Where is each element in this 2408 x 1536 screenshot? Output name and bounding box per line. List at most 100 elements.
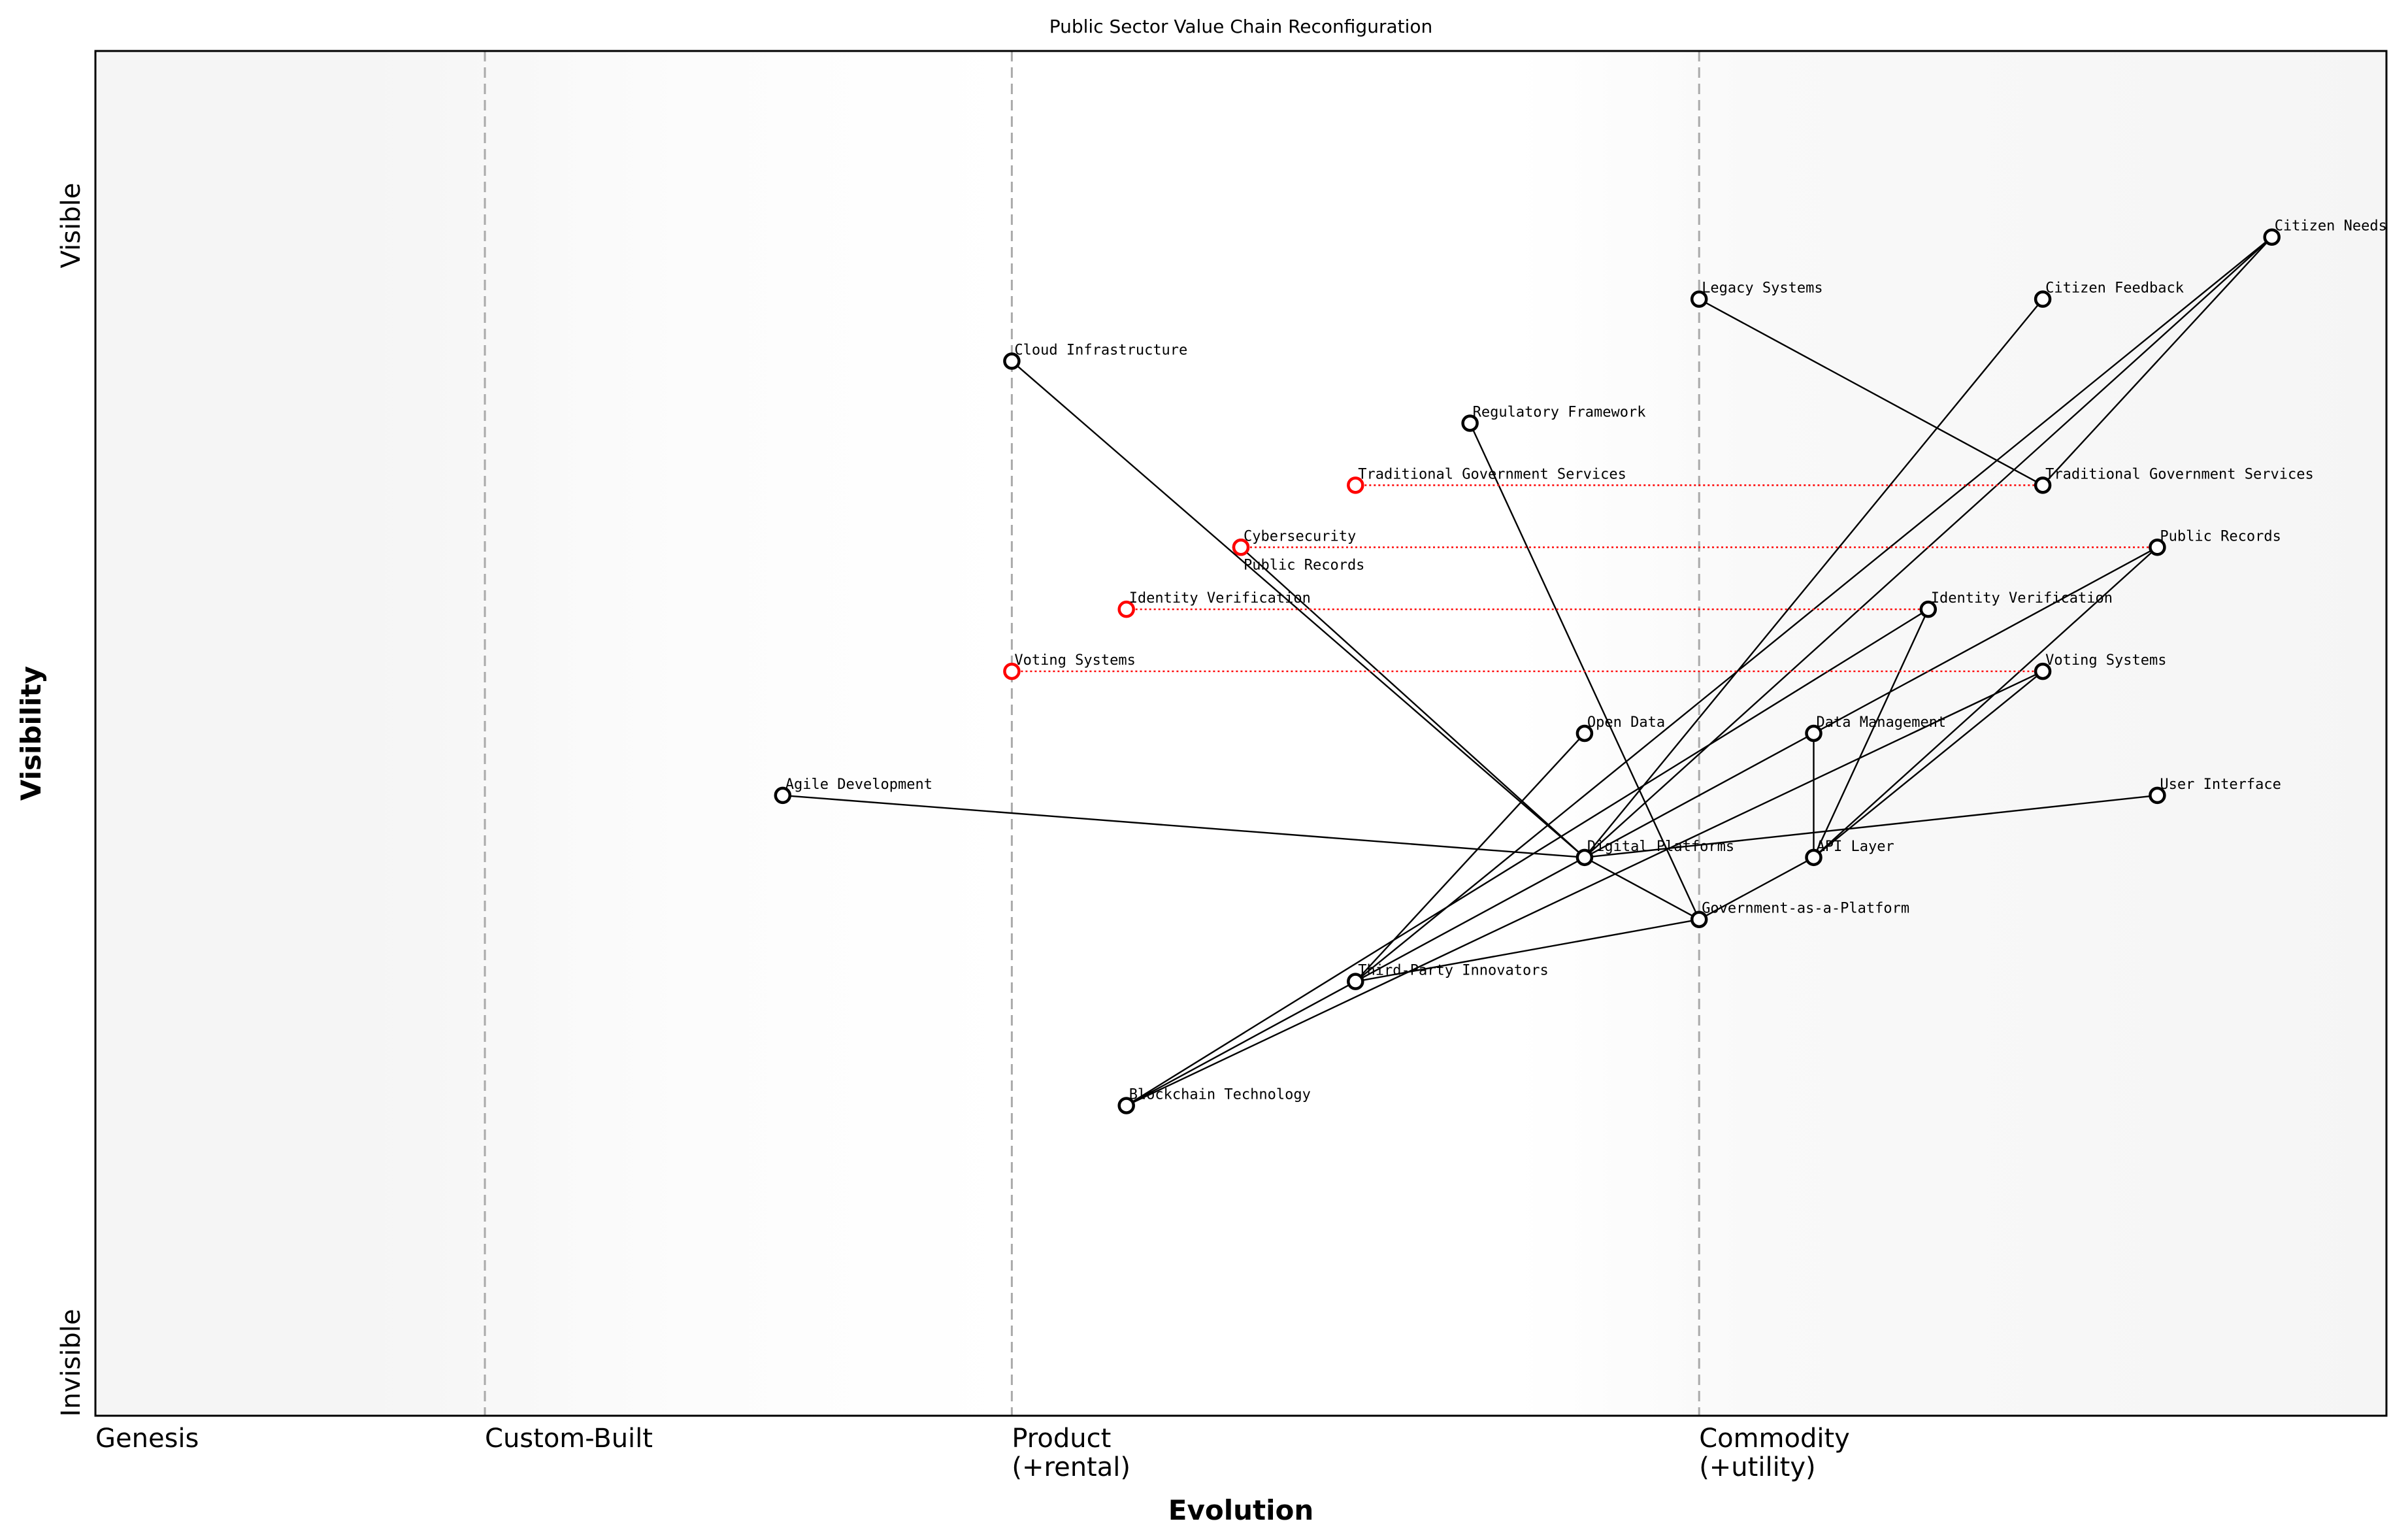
node-od[interactable]: Open Data [1575,714,1665,743]
node-label: Identity Verification [1931,590,2113,607]
node-label: API Layer [1817,839,1894,855]
node-label: Open Data [1587,714,1665,731]
link-dm-bt [1126,732,1815,1107]
node-label: Traditional Government Services [2045,466,2314,482]
node-tgs0[interactable]: Traditional Government Services [1347,466,1626,494]
link-dp-gaap [1584,856,1700,920]
y-top-label: Visible [56,183,86,269]
node-tgs[interactable]: Traditional Government Services [2034,466,2314,494]
node-marker[interactable] [1575,848,1594,867]
link-iv-bt [1126,609,1929,1107]
stage-label: Commodity (+utility) [1699,1424,1850,1482]
node-cf[interactable]: Citizen Feedback [2034,280,2184,308]
node-label: Citizen Needs [2275,218,2387,235]
node-label: User Interface [2160,776,2281,793]
node-marker[interactable] [2034,290,2052,308]
link-gaap-tpi [1355,918,1700,982]
node-dp[interactable]: Digital Platforms [1575,839,1734,867]
node-ci[interactable]: Cloud Infrastructure [1003,342,1187,370]
node-marker[interactable] [1690,290,1708,308]
node-rf[interactable]: Regulatory Framework [1461,404,1646,432]
node-marker[interactable] [1232,539,1250,556]
node-marker[interactable] [1461,414,1479,432]
node-label: Regulatory Framework [1473,404,1646,420]
y-axis-title: Visibility [15,666,47,801]
node-vs0[interactable]: Voting Systems [1003,652,1136,680]
node-label: Public Records [1244,557,1364,573]
link-od-tpi [1355,733,1585,982]
node-label: Citizen Feedback [2045,280,2184,297]
link-cs-dp [1240,546,1585,858]
node-ad[interactable]: Agile Development [774,776,932,805]
nodes: Citizen Needs Legacy Systems Citizen Feedb… [774,218,2387,1114]
node-marker[interactable] [2149,786,2166,805]
node-marker[interactable] [2149,539,2166,556]
node-marker[interactable] [1575,724,1594,743]
node-label: Voting Systems [1014,652,1135,669]
y-bottom-label: Invisible [56,1309,86,1417]
node-marker[interactable] [774,786,792,805]
node-marker[interactable] [1805,724,1822,743]
link-api-gaap [1698,856,1815,920]
node-marker[interactable] [2263,228,2281,246]
node-tpi[interactable]: Third-Party Innovators [1347,963,1549,990]
link-ad-dp [782,794,1585,859]
node-ui[interactable]: User Interface [2149,776,2281,805]
link-vs-bt [1126,671,2043,1107]
node-marker[interactable] [1003,662,1021,680]
x-axis-title: Evolution [1168,1494,1313,1526]
node-label: Voting Systems [2045,652,2166,669]
node-marker[interactable] [2034,476,2052,494]
node-marker[interactable] [1690,910,1708,928]
node-label: Cloud Infrastructure [1014,342,1187,359]
node-vs[interactable]: Voting Systems [2034,652,2167,680]
node-marker[interactable] [1117,600,1135,618]
stage-lines [484,51,1700,1416]
stage-labels: Genesis Custom-Built Product (+rental) Commo… [95,1424,1850,1482]
node-marker[interactable] [1347,973,1364,990]
evolution-lines [1012,484,2158,673]
node-marker[interactable] [1003,352,1021,370]
stage-label: Genesis [95,1424,199,1454]
link-iv-api [1813,609,1929,858]
node-bt[interactable]: Blockchain Technology [1117,1086,1311,1114]
stage-label: Product (+rental) [1012,1424,1130,1482]
node-label: Public Records [2160,528,2281,544]
node-api[interactable]: API Layer [1805,839,1894,867]
link-ls-tgs [1698,298,2043,486]
node-iv0[interactable]: Identity Verification [1117,590,1311,618]
link-ci-dp [1011,360,1585,858]
link-vs-api [1813,671,2043,858]
node-cn[interactable]: Citizen Needs [2263,218,2387,246]
node-pr[interactable]: Public Records [2149,528,2281,556]
node-iv[interactable]: Identity Verification [1919,590,2113,618]
node-label: Third-Party Innovators [1358,963,1548,979]
node-label: Cybersecurity [1244,528,1356,544]
link-ui-dp [1584,794,2158,859]
node-label: Government-as-a-Platform [1702,901,1909,917]
node-marker[interactable] [1117,1097,1135,1114]
node-dm[interactable]: Data Management [1805,714,1947,743]
node-label: Data Management [1817,714,1947,731]
link-pr-dm [1813,546,2158,735]
map-title: Public Sector Value Chain Reconfiguratio… [1049,16,1433,37]
link-cf-dp [1583,298,2044,858]
node-gaap[interactable]: Government-as-a-Platform [1690,901,1909,928]
links [782,236,2273,1107]
node-ls[interactable]: Legacy Systems [1690,280,1823,308]
node-marker[interactable] [1347,476,1364,494]
plot-background [95,51,2386,1416]
node-marker[interactable] [1805,848,1822,867]
node-label: Digital Platforms [1587,839,1734,855]
node-label: Agile Development [785,776,932,793]
stage-label: Custom-Built [485,1424,653,1454]
plot-frame [94,50,2388,1417]
link-cn-tgs [2042,236,2273,486]
node-marker[interactable] [1919,600,1938,618]
link-pr-api [1813,546,2158,858]
node-marker[interactable] [2034,662,2052,680]
node-pr0[interactable]: Public Records [1232,539,1364,573]
node-label: Blockchain Technology [1129,1086,1311,1103]
node-label: Legacy Systems [1702,280,1822,297]
